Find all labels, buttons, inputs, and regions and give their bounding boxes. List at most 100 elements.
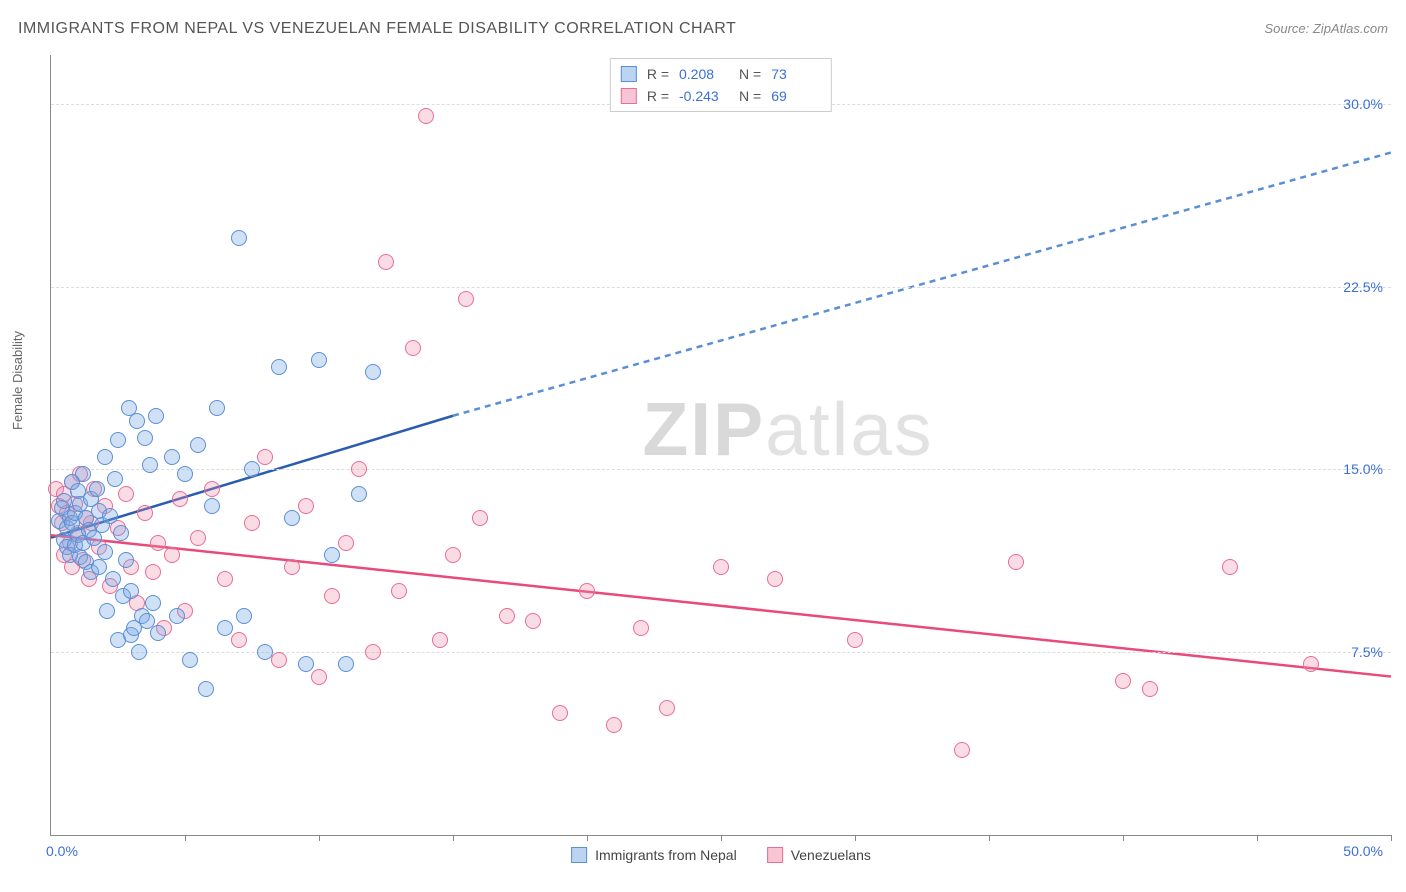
data-point [169, 608, 185, 624]
data-point [633, 620, 649, 636]
data-point [172, 491, 188, 507]
data-point [472, 510, 488, 526]
data-point [324, 588, 340, 604]
r-value: 0.208 [679, 63, 729, 85]
data-point [105, 571, 121, 587]
trend-lines [51, 55, 1391, 835]
gridline [51, 287, 1391, 288]
y-tick-label: 22.5% [1343, 279, 1383, 295]
data-point [351, 461, 367, 477]
y-tick-label: 7.5% [1351, 644, 1383, 660]
data-point [1222, 559, 1238, 575]
data-point [418, 108, 434, 124]
x-tick [1391, 835, 1392, 841]
data-point [110, 432, 126, 448]
data-point [298, 656, 314, 672]
legend-item-nepal: Immigrants from Nepal [571, 847, 737, 863]
watermark: ZIPatlas [642, 386, 933, 472]
y-axis-label: Female Disability [10, 331, 25, 430]
data-point [324, 547, 340, 563]
x-tick [989, 835, 990, 841]
data-point [298, 498, 314, 514]
data-point [1008, 554, 1024, 570]
data-point [137, 505, 153, 521]
data-point [150, 535, 166, 551]
y-tick-label: 15.0% [1343, 461, 1383, 477]
swatch-icon [621, 66, 637, 82]
data-point [244, 461, 260, 477]
data-point [113, 525, 129, 541]
data-point [190, 530, 206, 546]
data-point [123, 583, 139, 599]
data-point [338, 656, 354, 672]
data-point [257, 644, 273, 660]
r-label: R = [647, 85, 669, 107]
n-label: N = [739, 63, 761, 85]
data-point [432, 632, 448, 648]
watermark-bold: ZIP [642, 387, 765, 471]
data-point [182, 652, 198, 668]
data-point [145, 564, 161, 580]
data-point [579, 583, 595, 599]
data-point [118, 552, 134, 568]
data-point [391, 583, 407, 599]
x-tick [1257, 835, 1258, 841]
data-point [204, 481, 220, 497]
watermark-light: atlas [765, 387, 933, 471]
data-point [525, 613, 541, 629]
data-point [1303, 656, 1319, 672]
data-point [244, 515, 260, 531]
data-point [137, 430, 153, 446]
x-tick [855, 835, 856, 841]
data-point [378, 254, 394, 270]
data-point [131, 644, 147, 660]
data-point [1142, 681, 1158, 697]
x-tick [1123, 835, 1124, 841]
data-point [231, 230, 247, 246]
correlation-row-venezuela: R = -0.243 N = 69 [621, 85, 821, 107]
data-point [311, 352, 327, 368]
legend-label: Venezuelans [791, 847, 871, 863]
x-origin-label: 0.0% [46, 843, 78, 859]
source-prefix: Source: [1264, 21, 1312, 36]
data-point [142, 457, 158, 473]
data-point [89, 481, 105, 497]
data-point [118, 486, 134, 502]
data-point [338, 535, 354, 551]
data-point [767, 571, 783, 587]
x-tick [453, 835, 454, 841]
data-point [107, 471, 123, 487]
legend-item-venezuela: Venezuelans [767, 847, 871, 863]
data-point [209, 400, 225, 416]
y-tick-label: 30.0% [1343, 96, 1383, 112]
x-tick [587, 835, 588, 841]
data-point [311, 669, 327, 685]
correlation-row-nepal: R = 0.208 N = 73 [621, 63, 821, 85]
correlation-legend: R = 0.208 N = 73 R = -0.243 N = 69 [610, 58, 832, 112]
data-point [445, 547, 461, 563]
x-max-label: 50.0% [1343, 843, 1383, 859]
data-point [284, 559, 300, 575]
data-point [145, 595, 161, 611]
data-point [365, 644, 381, 660]
x-tick [185, 835, 186, 841]
n-value: 69 [771, 85, 821, 107]
swatch-icon [767, 847, 783, 863]
plot-region: ZIPatlas R = 0.208 N = 73 R = -0.243 N =… [50, 55, 1391, 836]
legend-label: Immigrants from Nepal [595, 847, 737, 863]
series-legend: Immigrants from Nepal Venezuelans [571, 847, 871, 863]
data-point [458, 291, 474, 307]
n-label: N = [739, 85, 761, 107]
data-point [351, 486, 367, 502]
swatch-icon [621, 88, 637, 104]
data-point [231, 632, 247, 648]
data-point [164, 449, 180, 465]
data-point [164, 547, 180, 563]
data-point [75, 466, 91, 482]
x-tick [319, 835, 320, 841]
data-point [91, 559, 107, 575]
r-label: R = [647, 63, 669, 85]
chart-header: IMMIGRANTS FROM NEPAL VS VENEZUELAN FEMA… [18, 20, 1388, 38]
data-point [365, 364, 381, 380]
chart-title: IMMIGRANTS FROM NEPAL VS VENEZUELAN FEMA… [18, 20, 736, 38]
